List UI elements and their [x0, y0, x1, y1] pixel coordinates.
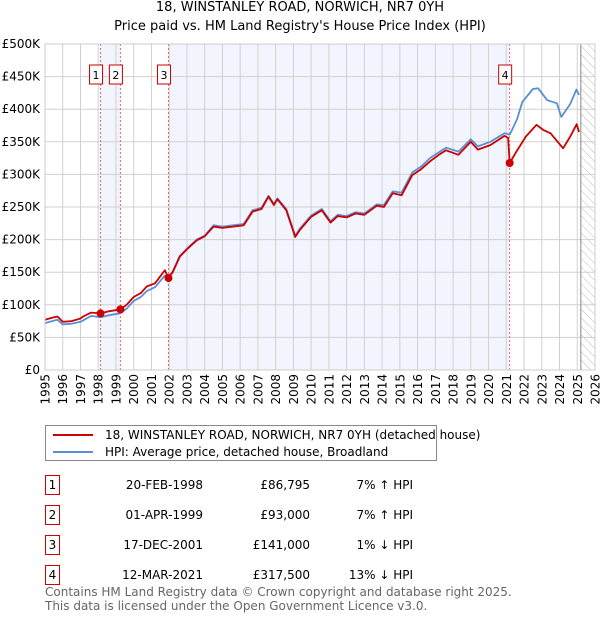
sale-point: [164, 274, 173, 283]
legend-item-hpi: HPI: Average price, detached house, Broa…: [46, 444, 388, 460]
x-tick-label: 1998: [92, 374, 106, 405]
table-row: 4 12-MAR-2021 £317,500 13% ↓ HPI: [45, 565, 425, 585]
legend-label: 18, WINSTANLEY ROAD, NORWICH, NR7 0YH (d…: [105, 428, 481, 442]
x-tick-label: 2008: [269, 374, 283, 405]
legend: 18, WINSTANLEY ROAD, NORWICH, NR7 0YH (d…: [45, 425, 480, 461]
sale-number-badge: 2: [45, 505, 60, 525]
hpi-difference: 13% ↓ HPI: [348, 568, 413, 582]
sale-number-badge: 1: [45, 475, 60, 495]
x-tick-label: 2004: [198, 374, 212, 405]
x-tick-label: 2024: [553, 374, 567, 405]
sale-label: 3: [160, 69, 167, 82]
x-tick-label: 2007: [251, 374, 265, 405]
sale-point: [116, 305, 125, 314]
x-tick-label: 2000: [127, 374, 141, 405]
price-chart: 1995 1996 1997 1998 1999 2000 2001 2002 2003 2004…: [2, 37, 600, 405]
table-row: 1 20-FEB-1998 £86,795 7% ↑ HPI: [45, 475, 425, 495]
y-tick-label: £300K: [2, 167, 42, 181]
legend-swatch-red: [53, 434, 93, 436]
x-tick-label: 2011: [322, 374, 336, 405]
x-tick-label: 1999: [110, 374, 124, 405]
y-tick-label: £250K: [2, 200, 42, 214]
chart-subtitle: Price paid vs. HM Land Registry's House …: [114, 19, 486, 34]
hpi-difference: 7% ↑ HPI: [356, 508, 413, 522]
sale-label: 2: [112, 69, 119, 82]
hpi-difference: 1% ↓ HPI: [356, 538, 413, 552]
sale-date: 20-FEB-1998: [125, 478, 203, 492]
x-tick-label: 2026: [589, 374, 600, 405]
x-tick-label: 2006: [234, 374, 248, 405]
table-row: 2 01-APR-1999 £93,000 7% ↑ HPI: [45, 505, 425, 525]
x-tick-label: 2003: [180, 374, 194, 405]
legend-label: HPI: Average price, detached house, Broa…: [105, 445, 389, 459]
sale-label-box: [108, 64, 123, 85]
sale-price: £141,000: [252, 538, 310, 552]
sale-label-box: [156, 64, 171, 85]
y-tick-label: £50K: [9, 330, 41, 344]
sale-date: 12-MAR-2021: [122, 568, 203, 582]
y-tick-label: £0: [25, 363, 40, 377]
x-tick-label: 1996: [56, 374, 70, 405]
x-tick-label: 2005: [216, 374, 230, 405]
legend-swatch-blue: [53, 451, 93, 453]
sale-label: 1: [93, 69, 100, 82]
sale-price: £86,795: [260, 478, 310, 492]
x-tick-label: 2019: [464, 374, 478, 405]
x-tick-label: 2023: [535, 374, 549, 405]
y-tick-label: £350K: [2, 135, 42, 149]
x-tick-label: 2017: [429, 374, 443, 405]
legend-item-property: 18, WINSTANLEY ROAD, NORWICH, NR7 0YH (d…: [46, 427, 480, 443]
sale-date: 17-DEC-2001: [123, 538, 203, 552]
x-tick-label: 2010: [305, 374, 319, 405]
sale-price: £93,000: [260, 508, 310, 522]
x-tick-label: 2015: [393, 374, 407, 405]
hpi-difference: 7% ↑ HPI: [356, 478, 413, 492]
x-tick-label: 2002: [163, 374, 177, 405]
footer-copyright: Contains HM Land Registry data © Crown c…: [45, 585, 512, 599]
sale-date: 01-APR-1999: [125, 508, 203, 522]
y-tick-label: £150K: [2, 265, 42, 279]
footer-licence: This data is licensed under the Open Gov…: [45, 599, 428, 613]
x-tick-label: 2013: [358, 374, 372, 405]
sale-number-badge: 4: [45, 565, 60, 585]
sale-number-badge: 3: [45, 535, 60, 555]
y-tick-label: £200K: [2, 233, 42, 247]
y-tick-label: £450K: [2, 70, 42, 84]
chart-title: 18, WINSTANLEY ROAD, NORWICH, NR7 0YH: [155, 0, 445, 15]
x-tick-label: 2018: [447, 374, 461, 405]
x-tick-label: 1997: [74, 374, 88, 405]
sale-label: 4: [502, 69, 509, 82]
series-line: [44, 123, 580, 323]
x-tick-label: 2001: [145, 374, 159, 405]
sale-price: £317,500: [252, 568, 310, 582]
x-tick-label: 2020: [482, 374, 496, 405]
x-tick-label: 1995: [39, 374, 53, 405]
table-row: 3 17-DEC-2001 £141,000 1% ↓ HPI: [45, 535, 425, 555]
sale-point: [96, 309, 105, 318]
y-tick-label: £500K: [2, 37, 42, 51]
x-tick-label: 2025: [571, 374, 585, 405]
y-tick-label: £100K: [2, 298, 42, 312]
x-tick-label: 2021: [500, 374, 514, 405]
x-tick-label: 2022: [518, 374, 532, 405]
plot-border: [44, 43, 596, 371]
x-tick-label: 2014: [376, 374, 390, 405]
x-tick-label: 2009: [287, 374, 301, 405]
sale-point: [505, 158, 514, 167]
x-tick-label: 2016: [411, 374, 425, 405]
sale-label-box: [498, 64, 513, 85]
y-tick-label: £400K: [2, 102, 42, 116]
sale-label-box: [89, 64, 104, 85]
x-tick-label: 2012: [340, 374, 354, 405]
